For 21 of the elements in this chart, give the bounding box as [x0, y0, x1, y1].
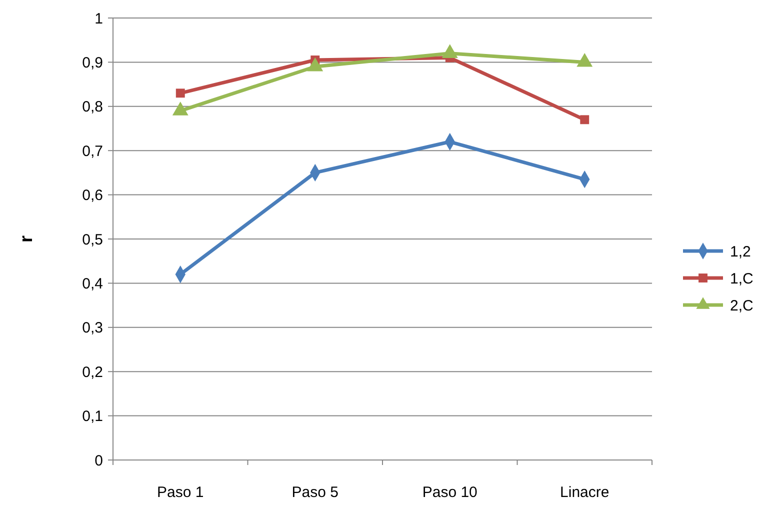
y-tick-label: 0,9: [82, 54, 103, 72]
point: [176, 88, 185, 98]
y-tick-label: 0,5: [82, 231, 103, 248]
point: [580, 115, 590, 124]
x-tick-label: Linacre: [560, 484, 610, 501]
legend-label: 1,2: [730, 243, 751, 260]
legend-label: 2,C: [730, 297, 754, 314]
y-tick-label: 0,2: [82, 364, 103, 381]
y-axis-title: r: [16, 235, 36, 243]
y-tick-label: 0,3: [82, 320, 103, 337]
y-tick-label: 0,7: [82, 142, 103, 160]
x-tick-label: Paso 5: [292, 484, 338, 501]
y-tick-label: 0: [94, 452, 103, 470]
y-tick-label: 0,1: [82, 408, 103, 426]
y-tick-label: 0,4: [82, 275, 103, 292]
legend-label: 1,C: [730, 270, 754, 288]
y-tick-label: 0,8: [82, 98, 103, 116]
x-tick-label: Paso 1: [157, 484, 204, 501]
x-tick-label: Paso 10: [422, 484, 478, 501]
y-tick-label: 0,6: [82, 187, 103, 204]
y-tick-label: 1: [94, 10, 103, 28]
